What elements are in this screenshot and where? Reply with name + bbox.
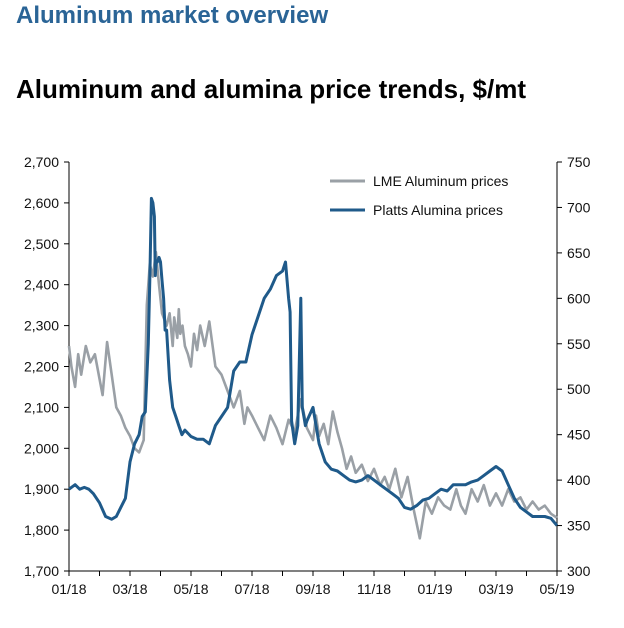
left-tick-label: 2,500 xyxy=(24,236,59,252)
x-tick-label: 05/18 xyxy=(173,581,208,597)
left-tick-label: 2,400 xyxy=(24,277,59,293)
x-tick-label: 03/19 xyxy=(478,581,513,597)
x-tick-label: 11/18 xyxy=(357,581,391,597)
left-tick-label: 2,300 xyxy=(24,318,59,334)
x-tick-label: 09/18 xyxy=(295,581,330,597)
alumina-price-line xyxy=(68,196,559,527)
x-tick-label: 07/18 xyxy=(234,581,269,597)
x-tick-label: 05/19 xyxy=(539,581,574,597)
right-tick-label: 450 xyxy=(567,427,591,443)
right-tick-label: 700 xyxy=(567,199,591,215)
left-tick-label: 2,000 xyxy=(24,440,59,456)
left-tick-label: 1,700 xyxy=(24,563,59,579)
x-tick-label: 01/18 xyxy=(51,581,86,597)
right-tick-label: 500 xyxy=(567,381,591,397)
chart-axes: 1,700 1,800 1,900 2,000 2,100 2,200 2,300 2,400… xyxy=(24,154,591,597)
right-tick-label: 750 xyxy=(567,154,591,170)
left-tick-label: 2,200 xyxy=(24,359,59,375)
right-tick-label: 550 xyxy=(567,336,591,352)
aluminum-price-line xyxy=(67,250,558,540)
page-title: Aluminum market overview xyxy=(16,2,329,29)
right-tick-label: 600 xyxy=(567,290,591,306)
left-tick-label: 1,900 xyxy=(24,481,59,497)
legend-label: Platts Alumina prices xyxy=(373,202,503,218)
right-tick-label: 400 xyxy=(567,472,591,488)
chart-title: Aluminum and alumina price trends, $/mt xyxy=(16,74,526,104)
right-tick-label: 350 xyxy=(567,518,591,534)
x-tick-label: 01/19 xyxy=(417,581,452,597)
legend-label: LME Aluminum prices xyxy=(373,173,508,189)
right-tick-label: 300 xyxy=(567,563,591,579)
right-tick-label: 650 xyxy=(567,245,591,261)
left-tick-label: 2,600 xyxy=(24,195,59,211)
chart-series xyxy=(67,196,559,540)
left-tick-label: 2,700 xyxy=(24,154,59,170)
left-tick-label: 1,800 xyxy=(24,522,59,538)
chart-legend: LME Aluminum prices Platts Alumina prices xyxy=(330,173,508,218)
x-tick-label: 03/18 xyxy=(112,581,147,597)
left-tick-label: 2,100 xyxy=(24,399,59,415)
